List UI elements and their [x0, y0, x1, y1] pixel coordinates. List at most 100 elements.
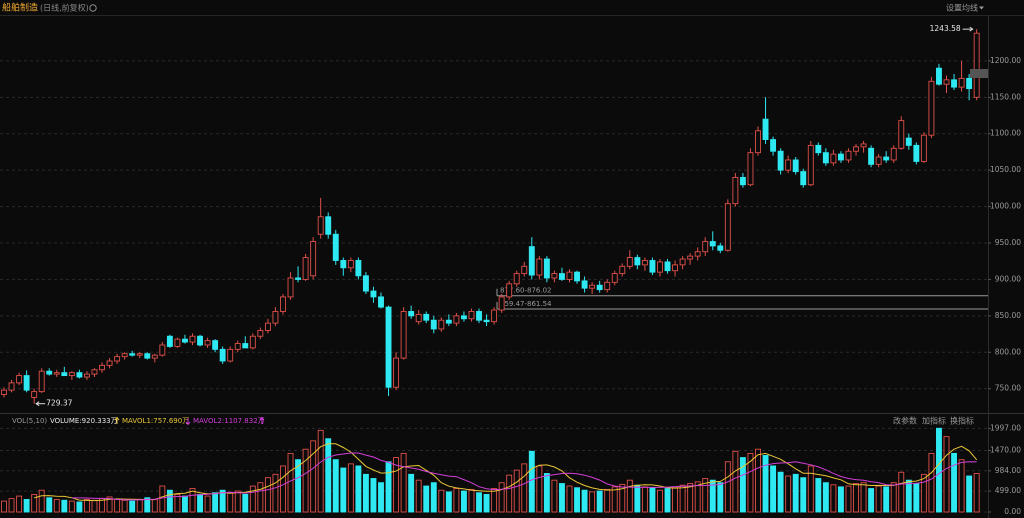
dropdown-caret [979, 6, 984, 10]
volume-bar [506, 474, 513, 513]
y-tick-label: 1100.00 [990, 129, 1021, 138]
volume-bar [830, 484, 837, 513]
volume-bar [528, 450, 535, 513]
candle-body [129, 353, 136, 356]
price-tag [970, 69, 988, 78]
candle-body [347, 260, 354, 269]
candle-body [717, 245, 724, 251]
toolbar-button[interactable]: 换指标 [950, 416, 974, 426]
candle-body [506, 283, 513, 298]
volume-bar [174, 493, 181, 513]
volume-bar [513, 469, 520, 513]
candle-body [687, 255, 694, 260]
candle-body [423, 313, 430, 321]
candle-body [551, 273, 558, 279]
candle-body [151, 354, 158, 359]
candle-body [604, 281, 611, 291]
candle-body [890, 147, 897, 161]
volume-bar [626, 479, 633, 513]
candle-body [913, 144, 920, 162]
ma-settings-button[interactable]: 设置均线 [946, 3, 978, 13]
volume-bar [159, 485, 166, 513]
candle-body [657, 261, 663, 273]
volume-bar [310, 440, 317, 513]
volume-bar [619, 483, 626, 513]
volume-label: VOLUME:920.333万 [50, 417, 118, 425]
candle-body [302, 257, 309, 280]
candle-body [868, 147, 875, 165]
volume-bar [212, 492, 219, 513]
volume-bar [340, 467, 347, 513]
volume-bar [332, 459, 339, 513]
volume-bar [468, 488, 475, 513]
volume-bar [905, 479, 912, 513]
volume-bar [453, 488, 460, 513]
candle-body [883, 156, 890, 161]
candle-body [498, 296, 505, 311]
candle-body [408, 311, 415, 317]
volume-bar [543, 473, 550, 513]
candle-body [355, 260, 362, 277]
candle-body [264, 322, 271, 331]
y-tick-label: 1000.00 [990, 202, 1021, 211]
volume-bar [182, 495, 188, 513]
candle-body [800, 171, 807, 186]
volume-bar [362, 473, 369, 513]
toolbar-button[interactable]: 改参数 [893, 416, 917, 426]
volume-bar [227, 492, 234, 513]
arrow-icon [259, 416, 265, 424]
candle-body [664, 261, 671, 272]
candle-body [144, 353, 151, 359]
volume-bar [415, 479, 422, 513]
volume-bar [717, 482, 724, 513]
candle-body [928, 80, 935, 136]
volume-bar [23, 498, 30, 513]
volume-bar [264, 477, 271, 513]
volume-bar [551, 479, 558, 513]
volume-bar [166, 489, 173, 513]
toolbar-button[interactable]: 加指标 [922, 416, 946, 426]
volume-bar [589, 491, 596, 513]
candle-body [611, 273, 618, 283]
candle-body [91, 369, 98, 375]
volume-bar [875, 485, 882, 513]
volume-bar [430, 482, 437, 513]
candle-body [242, 343, 249, 349]
candle-body [204, 340, 211, 346]
candle-body [566, 271, 573, 280]
volume-bar [785, 475, 792, 513]
candle-body [815, 144, 822, 154]
candle-body [739, 176, 746, 186]
volume-bar [920, 473, 927, 513]
candle-body [332, 233, 339, 261]
volume-title: VOL(5,10) [12, 417, 47, 425]
y-tick-label: 984.00 [995, 466, 1021, 475]
volume-bar [687, 483, 694, 513]
volume-bar [883, 486, 890, 513]
candle-body [68, 372, 75, 377]
candle-body [860, 143, 867, 148]
candle-body [272, 311, 279, 324]
volume-bar [317, 429, 324, 513]
volume-bar [83, 498, 90, 513]
candle-body [777, 150, 784, 171]
volume-bar [219, 489, 226, 513]
candle-body [287, 277, 294, 298]
stock-name: 船舶制造 [2, 2, 38, 14]
volume-bar [951, 452, 957, 513]
volume-bar [641, 486, 648, 513]
candle-body [159, 344, 166, 356]
volume-bar [151, 498, 158, 513]
candle-body [649, 260, 656, 273]
candle-body [219, 348, 226, 362]
candle-body [453, 315, 460, 324]
volume-bar [197, 493, 203, 513]
volume-bar [295, 459, 302, 513]
volume-bar [46, 497, 53, 513]
candle-body [762, 118, 769, 141]
volume-bar [31, 493, 38, 513]
y-tick-label: 499.00 [995, 486, 1021, 495]
chart-mode: (日线,前复权) [40, 3, 89, 13]
arrow-icon [185, 418, 191, 426]
settings-icon[interactable] [89, 4, 97, 12]
